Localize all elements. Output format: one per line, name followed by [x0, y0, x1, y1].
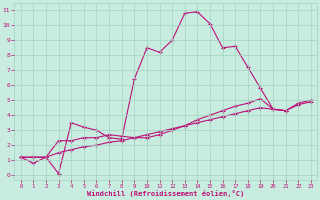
- X-axis label: Windchill (Refroidissement éolien,°C): Windchill (Refroidissement éolien,°C): [87, 190, 244, 197]
